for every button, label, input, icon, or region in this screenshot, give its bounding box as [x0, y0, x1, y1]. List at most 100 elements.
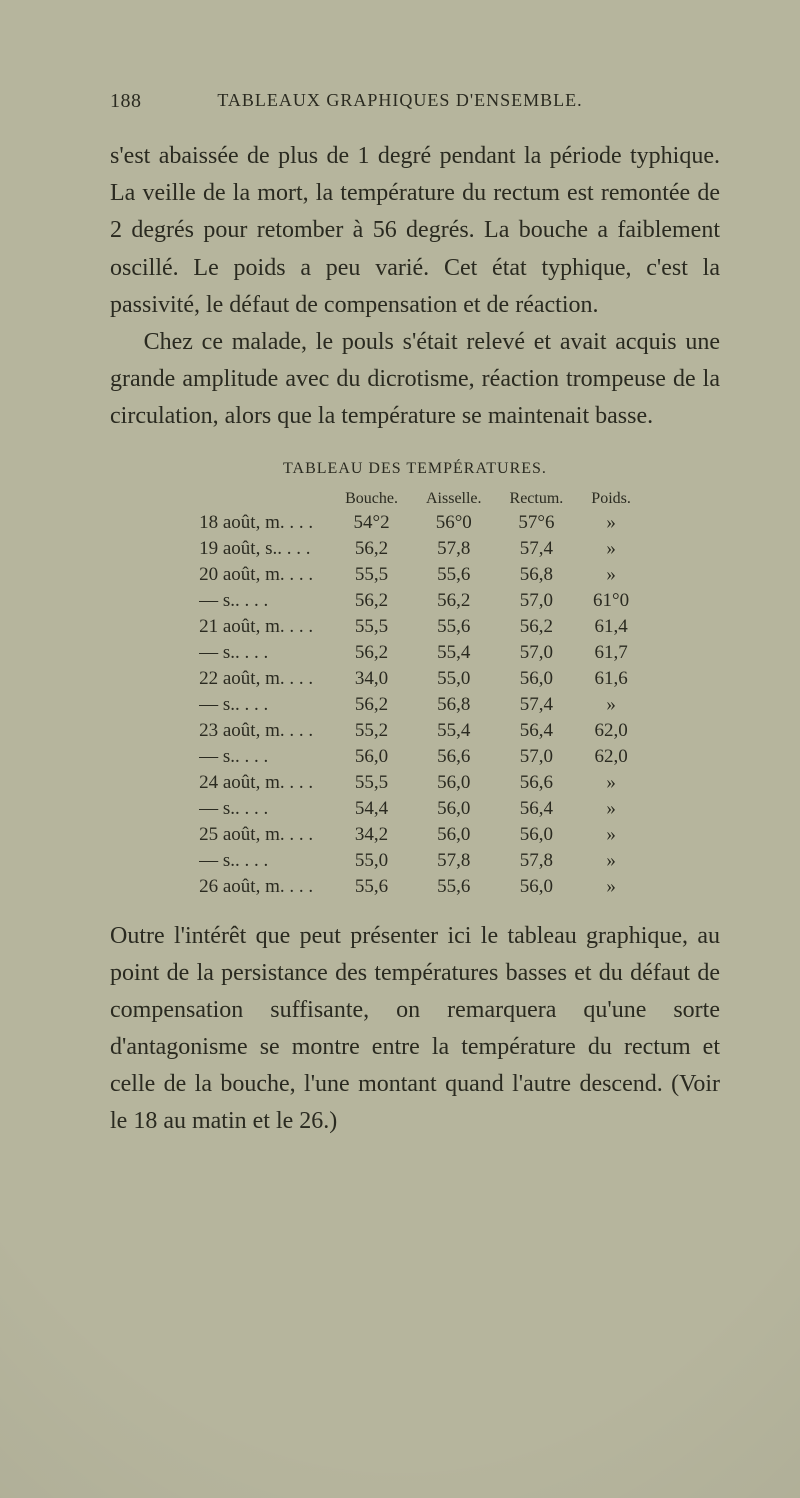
- table-cell: 54°2: [331, 510, 412, 536]
- table-cell: 62,0: [577, 718, 645, 744]
- table-row: 25 août, m. . . .34,256,056,0»: [185, 822, 645, 848]
- table-cell: 56,2: [331, 640, 412, 666]
- table-cell: 56,2: [331, 588, 412, 614]
- table-cell: 55,5: [331, 614, 412, 640]
- table-cell: 57,4: [496, 692, 578, 718]
- table-cell: 61,4: [577, 614, 645, 640]
- col-date: [185, 488, 331, 510]
- temperatures-table: Bouche. Aisselle. Rectum. Poids. 18 août…: [185, 488, 645, 900]
- table-cell: 23 août, m. . . .: [185, 718, 331, 744]
- table-cell: 18 août, m. . . .: [185, 510, 331, 536]
- table-cell: »: [577, 848, 645, 874]
- table-cell: 56,0: [412, 796, 496, 822]
- table-cell: 20 août, m. . . .: [185, 562, 331, 588]
- table-cell: — s.. . . .: [185, 796, 331, 822]
- table-row: — s.. . . .56,056,657,062,0: [185, 744, 645, 770]
- table-row: — s.. . . .56,255,457,061,7: [185, 640, 645, 666]
- table-row: — s.. . . .56,256,857,4»: [185, 692, 645, 718]
- table-cell: 55,6: [412, 874, 496, 900]
- table-cell: 57,4: [496, 536, 578, 562]
- table-row: 26 août, m. . . .55,655,656,0»: [185, 874, 645, 900]
- table-cell: 57,0: [496, 640, 578, 666]
- col-bouche: Bouche.: [331, 488, 412, 510]
- table-cell: 57°6: [496, 510, 578, 536]
- col-rectum: Rectum.: [496, 488, 578, 510]
- col-poids: Poids.: [577, 488, 645, 510]
- table-row: 22 août, m. . . .34,055,056,061,6: [185, 666, 645, 692]
- table-cell: 55,5: [331, 770, 412, 796]
- table-body: 18 août, m. . . .54°256°057°6»19 août, s…: [185, 510, 645, 900]
- table-cell: 26 août, m. . . .: [185, 874, 331, 900]
- table-cell: 61,7: [577, 640, 645, 666]
- table-cell: 56,2: [412, 588, 496, 614]
- table-cell: 61,6: [577, 666, 645, 692]
- table-cell: »: [577, 770, 645, 796]
- table-cell: 57,8: [496, 848, 578, 874]
- paragraph-3: Outre l'intérêt que peut présenter ici l…: [110, 918, 720, 1141]
- table-cell: 57,0: [496, 744, 578, 770]
- table-cell: 19 août, s.. . . .: [185, 536, 331, 562]
- table-cell: 55,4: [412, 718, 496, 744]
- table-cell: 56,8: [412, 692, 496, 718]
- paragraph-2: Chez ce malade, le pouls s'était relevé …: [110, 324, 720, 436]
- table-cell: 56,2: [331, 692, 412, 718]
- table-cell: »: [577, 874, 645, 900]
- table-cell: 62,0: [577, 744, 645, 770]
- table-cell: 55,6: [331, 874, 412, 900]
- running-head: TABLEAUX GRAPHIQUES D'ENSEMBLE.: [217, 90, 582, 111]
- table-cell: 57,8: [412, 536, 496, 562]
- table-cell: 56,0: [412, 822, 496, 848]
- table-row: 20 août, m. . . .55,555,656,8»: [185, 562, 645, 588]
- col-aisselle: Aisselle.: [412, 488, 496, 510]
- table-cell: 56,0: [331, 744, 412, 770]
- table-cell: — s.. . . .: [185, 692, 331, 718]
- table-cell: 56°0: [412, 510, 496, 536]
- table-cell: 56,2: [331, 536, 412, 562]
- table-header: Bouche. Aisselle. Rectum. Poids.: [185, 488, 645, 510]
- table-row: 18 août, m. . . .54°256°057°6»: [185, 510, 645, 536]
- table-cell: 57,8: [412, 848, 496, 874]
- table-cell: 56,0: [496, 666, 578, 692]
- table-cell: 25 août, m. . . .: [185, 822, 331, 848]
- table-cell: 56,0: [496, 822, 578, 848]
- table-row: 23 août, m. . . .55,255,456,462,0: [185, 718, 645, 744]
- table-cell: 55,0: [331, 848, 412, 874]
- table-cell: — s.. . . .: [185, 848, 331, 874]
- table-cell: 55,5: [331, 562, 412, 588]
- paragraph-1: s'est abaissée de plus de 1 degré pendan…: [110, 138, 720, 324]
- table-cell: 55,4: [412, 640, 496, 666]
- table-row: — s.. . . .54,456,056,4»: [185, 796, 645, 822]
- table-cell: 55,0: [412, 666, 496, 692]
- table-cell: 56,4: [496, 796, 578, 822]
- table-cell: »: [577, 562, 645, 588]
- body-content: s'est abaissée de plus de 1 degré pendan…: [110, 138, 720, 1141]
- table-cell: 56,0: [412, 770, 496, 796]
- table-cell: »: [577, 822, 645, 848]
- table-cell: 34,0: [331, 666, 412, 692]
- table-row: 21 août, m. . . .55,555,656,261,4: [185, 614, 645, 640]
- table-row: 24 août, m. . . .55,556,056,6»: [185, 770, 645, 796]
- table-cell: 56,8: [496, 562, 578, 588]
- table-cell: 57,0: [496, 588, 578, 614]
- table-cell: — s.. . . .: [185, 588, 331, 614]
- table-cell: 56,6: [412, 744, 496, 770]
- table-cell: 56,6: [496, 770, 578, 796]
- table-row: — s.. . . .55,057,857,8»: [185, 848, 645, 874]
- table-cell: »: [577, 796, 645, 822]
- table-cell: »: [577, 692, 645, 718]
- table-cell: »: [577, 510, 645, 536]
- table-cell: — s.. . . .: [185, 640, 331, 666]
- table-row: 19 août, s.. . . .56,257,857,4»: [185, 536, 645, 562]
- table-title: TABLEAU DES TEMPÉRATURES.: [110, 460, 720, 478]
- table-cell: 61°0: [577, 588, 645, 614]
- table-cell: 24 août, m. . . .: [185, 770, 331, 796]
- table-cell: 56,4: [496, 718, 578, 744]
- table-row: — s.. . . .56,256,257,061°0: [185, 588, 645, 614]
- table-cell: »: [577, 536, 645, 562]
- table-cell: 21 août, m. . . .: [185, 614, 331, 640]
- page-number: 188: [110, 90, 142, 113]
- table-cell: 55,6: [412, 562, 496, 588]
- table-cell: 56,0: [496, 874, 578, 900]
- table-cell: 56,2: [496, 614, 578, 640]
- table-cell: 54,4: [331, 796, 412, 822]
